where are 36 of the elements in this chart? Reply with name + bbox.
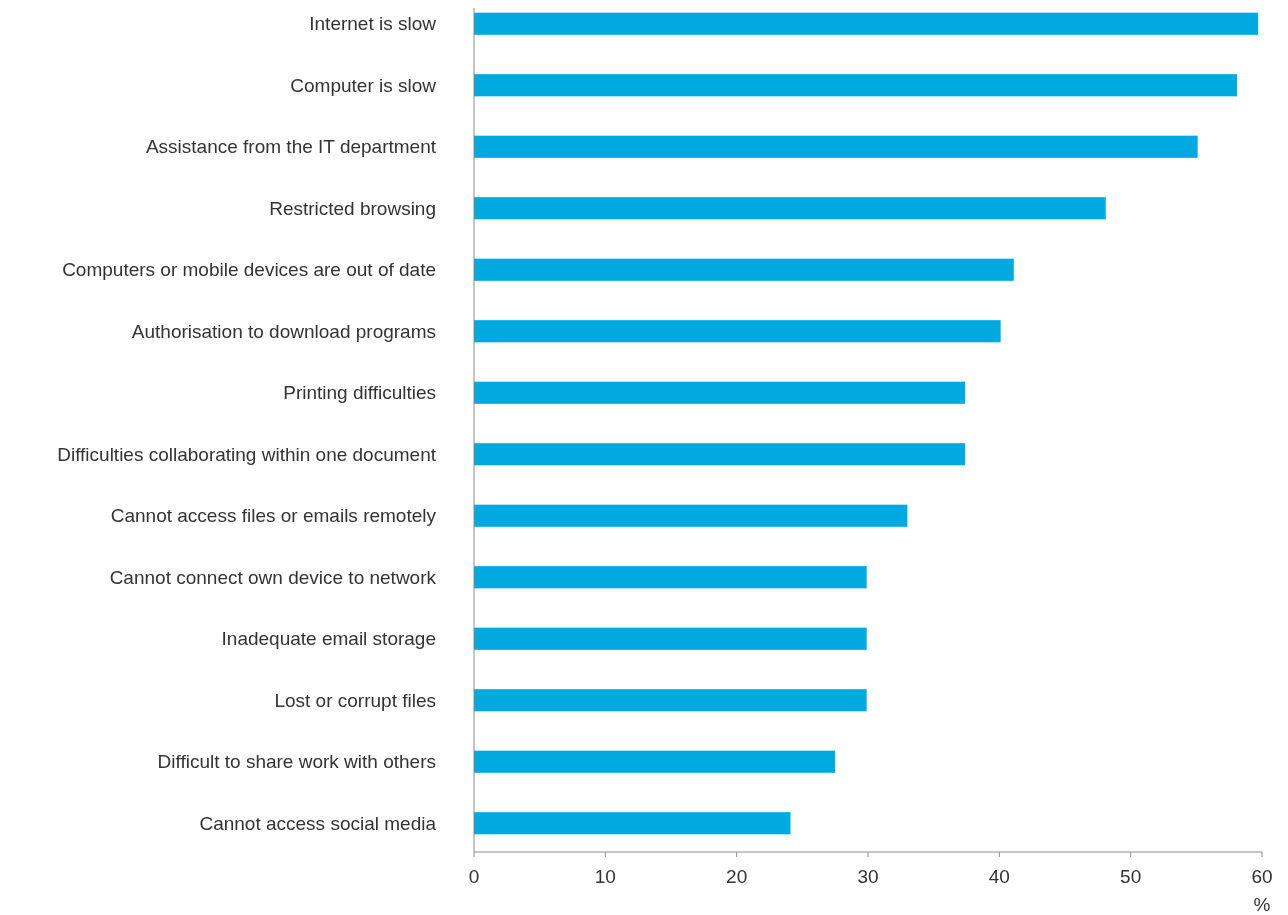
- bar: [474, 74, 1238, 97]
- y-tick-label: Cannot access files or emails remotely: [110, 505, 437, 527]
- bar: [474, 443, 966, 466]
- y-tick-label: Difficulties collaborating within one document: [57, 443, 437, 465]
- x-tick-label: 30: [857, 866, 879, 887]
- y-tick-label: Inadequate email storage: [221, 628, 436, 650]
- bar: [474, 627, 867, 650]
- bar: [474, 504, 908, 527]
- y-tick-label: Cannot connect own device to network: [109, 566, 437, 588]
- y-tick-label: Lost or corrupt files: [274, 689, 436, 711]
- x-tick-label: 50: [1120, 866, 1142, 887]
- y-tick-label: Restricted browsing: [269, 197, 436, 219]
- bar: [474, 197, 1106, 220]
- bar: [474, 812, 791, 835]
- bar: [474, 566, 867, 589]
- x-tick-label: 10: [594, 866, 616, 887]
- y-tick-label: Difficult to share work with others: [157, 751, 436, 773]
- bar: [474, 320, 1001, 343]
- y-tick-label: Assistance from the IT department: [145, 136, 437, 158]
- y-tick-label: Computers or mobile devices are out of date: [62, 259, 436, 281]
- x-tick-label: 0: [468, 866, 480, 887]
- x-tick-label: 40: [988, 866, 1010, 887]
- bar: [474, 12, 1259, 35]
- x-tick-label: 20: [726, 866, 748, 887]
- bar: [474, 750, 836, 773]
- bar: [474, 381, 966, 404]
- y-tick-label: Internet is slow: [309, 13, 437, 35]
- x-tick-label: 60: [1251, 866, 1273, 887]
- y-tick-label: Computer is slow: [290, 74, 437, 96]
- y-tick-label: Cannot access social media: [199, 812, 437, 834]
- bar: [474, 258, 1014, 281]
- y-tick-label: Authorisation to download programs: [131, 320, 436, 342]
- bar: [474, 135, 1198, 158]
- x-axis-title: %: [1253, 894, 1271, 915]
- y-tick-label: Printing difficulties: [283, 382, 436, 404]
- bar: [474, 689, 867, 712]
